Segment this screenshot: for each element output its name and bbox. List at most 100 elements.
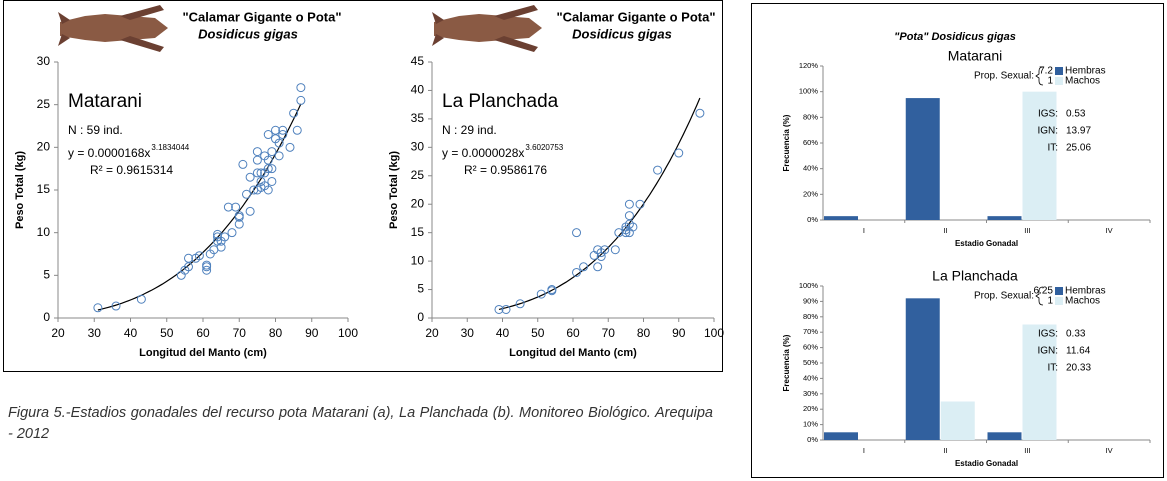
y-tick-label: 60%	[803, 138, 818, 147]
y-tick-label: 35	[411, 111, 425, 125]
y-tick-label: 70%	[803, 327, 818, 336]
x-axis-label: Estadio Gonadal	[955, 239, 1018, 248]
stat-value: 20.33	[1066, 363, 1091, 374]
x-tick-label: IV	[1106, 226, 1113, 235]
squid-image	[432, 5, 538, 52]
trendline	[498, 97, 701, 310]
y-tick-label: 5	[417, 282, 424, 296]
data-point	[624, 211, 634, 221]
y-axis-label: Peso Total (kg)	[14, 151, 26, 229]
bar	[987, 432, 1022, 440]
x-tick-label: IV	[1106, 446, 1113, 455]
stat-value: 13.97	[1066, 126, 1091, 137]
x-tick-label: 40	[496, 326, 510, 340]
stat-label: IT:	[1047, 143, 1058, 154]
x-tick-label: 20	[51, 326, 65, 340]
y-tick-label: 25	[37, 97, 51, 111]
data-point	[267, 164, 277, 174]
y-tick-label: 90%	[803, 296, 818, 305]
data-point	[184, 253, 193, 263]
x-tick-label: 70	[233, 326, 247, 340]
bar	[824, 216, 858, 220]
data-point	[136, 294, 146, 304]
x-tick-label: 50	[160, 326, 174, 340]
data-point	[494, 304, 504, 314]
legend-entry: Hembras	[1065, 66, 1106, 77]
x-tick-label: III	[1024, 226, 1030, 235]
data-point	[245, 172, 255, 182]
data-point	[600, 245, 610, 255]
stat-value: 0.33	[1066, 329, 1086, 340]
stat-value: 11.64	[1066, 346, 1091, 357]
x-tick-label: II	[944, 226, 948, 235]
stat-label: IGN:	[1037, 346, 1058, 357]
legend-brace	[1035, 66, 1044, 86]
chart-subtitle: Matarani	[948, 48, 1002, 64]
right-frame	[751, 3, 1164, 478]
data-point	[596, 252, 606, 262]
data-point	[635, 199, 645, 209]
bar	[987, 216, 1022, 220]
squid-image	[58, 5, 164, 52]
squid-image	[60, 14, 168, 42]
site-label: La Planchada	[442, 91, 559, 112]
x-tick-label: 100	[338, 326, 358, 340]
stat-label: IGS:	[1038, 109, 1058, 120]
y-tick-label: 120%	[799, 61, 819, 70]
sample-size: N : 59 ind.	[68, 123, 123, 137]
data-point	[289, 108, 299, 118]
data-point	[572, 228, 582, 238]
data-point	[292, 125, 302, 135]
data-point	[111, 301, 121, 311]
x-tick-label: II	[944, 446, 948, 455]
sample-size: N : 29 ind.	[442, 123, 497, 137]
data-point	[278, 125, 288, 135]
legend-brace	[1035, 286, 1044, 306]
legend-swatch	[1055, 287, 1063, 295]
data-point	[220, 232, 230, 242]
x-tick-label: I	[863, 446, 865, 455]
data-point	[501, 304, 511, 314]
y-tick-label: 30	[411, 140, 425, 154]
data-point	[227, 228, 237, 238]
x-axis-label: Longitud del Manto (cm)	[139, 347, 267, 359]
legend-ratio: 6.25	[1034, 286, 1054, 297]
y-tick-label: 80%	[803, 312, 818, 321]
data-point	[296, 95, 306, 105]
y-tick-label: 0	[43, 310, 50, 324]
legend-entry: Machos	[1065, 76, 1100, 87]
x-axis-label: Estadio Gonadal	[955, 459, 1018, 468]
stat-value: 25.06	[1066, 143, 1091, 154]
panel-title: "Pota" Dosidicus gigas	[894, 31, 1016, 43]
y-tick-label: 25	[411, 168, 425, 182]
stat-label: IGN:	[1037, 126, 1058, 137]
data-point	[547, 285, 557, 295]
chart-subtitle: La Planchada	[932, 268, 1018, 284]
bar	[1022, 91, 1057, 221]
data-point	[231, 202, 241, 212]
bar	[940, 401, 975, 440]
data-point	[223, 202, 233, 212]
equation-exponent: 3.1834044	[151, 143, 189, 152]
y-axis-label: Frecuencia (%)	[782, 334, 791, 391]
data-point	[252, 155, 262, 165]
equation: y = 0.0000028x	[442, 146, 524, 160]
data-point	[184, 262, 193, 272]
data-point	[267, 176, 277, 186]
x-tick-label: 40	[124, 326, 138, 340]
data-point	[271, 125, 280, 135]
y-tick-label: 40%	[803, 373, 818, 382]
data-point	[624, 199, 634, 209]
data-point	[252, 147, 262, 157]
legend-entry: Machos	[1065, 296, 1100, 307]
equation-exponent: 3.6020753	[525, 143, 563, 152]
y-tick-label: 40	[411, 83, 425, 97]
data-point	[263, 155, 273, 165]
y-tick-label: 20%	[803, 404, 818, 413]
stat-label: IT:	[1047, 363, 1058, 374]
bar	[1022, 324, 1057, 440]
x-tick-label: 100	[704, 326, 724, 340]
data-point	[285, 142, 295, 152]
